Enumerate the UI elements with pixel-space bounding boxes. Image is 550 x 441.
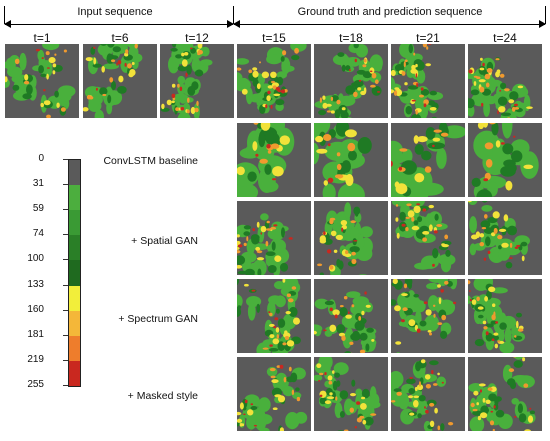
colorbar-tick-mark-31 [63, 184, 68, 186]
time-label-t1: t=1 [33, 31, 51, 45]
colorbar-tick-31: 31 [32, 178, 44, 190]
frame-spectrum-gan-t21 [391, 279, 465, 353]
frame-ground-truth-t18 [314, 44, 388, 118]
colorbar-segment-3 [69, 235, 80, 261]
colorbar-tick-mark-100 [63, 259, 68, 261]
header-divider-right [545, 6, 546, 24]
frame-spatial-gan-t15 [237, 201, 311, 275]
row-label-spectrum-gan: + Spectrum GAN [118, 313, 198, 325]
colorbar-segment-2 [69, 210, 80, 236]
colorbar-tick-59: 59 [32, 203, 44, 215]
time-label-t24: t=24 [493, 31, 517, 45]
frame-spatial-gan-t18 [314, 201, 388, 275]
colorbar-tick-mark-59 [63, 209, 68, 211]
colorbar-tick-255: 255 [27, 379, 44, 390]
frame-convlstm-t21 [391, 123, 465, 197]
frame-spatial-gan-t21 [391, 201, 465, 275]
colorbar-tick-mark-133 [63, 284, 68, 286]
time-label-t21: t=21 [416, 31, 440, 45]
colorbar [68, 159, 81, 387]
output-sequence-arrow [233, 20, 546, 28]
time-label-t15: t=15 [262, 31, 286, 45]
colorbar-segment-1 [69, 185, 80, 211]
colorbar-tick-133: 133 [27, 278, 44, 290]
colorbar-segment-6 [69, 310, 80, 337]
input-sequence-arrow [4, 20, 234, 28]
colorbar-segment-8 [69, 360, 80, 387]
row-label-convlstm: ConvLSTM baseline [103, 155, 198, 167]
frame-convlstm-t24 [468, 123, 542, 197]
colorbar-tick-mark-160 [63, 309, 68, 311]
frame-spectrum-gan-t18 [314, 279, 388, 353]
colorbar-tick-100: 100 [27, 253, 44, 265]
frame-masked-style-t15 [237, 357, 311, 431]
frame-masked-style-t24 [468, 357, 542, 431]
frame-spatial-gan-t24 [468, 201, 542, 275]
frame-spectrum-gan-t15 [237, 279, 311, 353]
colorbar-tick-219: 219 [27, 353, 44, 365]
colorbar-tick-181: 181 [27, 328, 44, 340]
frame-ground-truth-t1 [5, 44, 79, 118]
colorbar-tick-mark-74 [63, 234, 68, 236]
output-sequence-header: Ground truth and prediction sequence [297, 6, 483, 18]
colorbar-tick-mark-219 [63, 359, 68, 361]
colorbar-tick-mark-181 [63, 334, 68, 336]
frame-ground-truth-t12 [160, 44, 234, 118]
colorbar-tick-mark-0 [63, 159, 68, 160]
colorbar-tick-74: 74 [32, 228, 44, 240]
input-sequence-header: Input sequence [77, 6, 153, 18]
frame-masked-style-t18 [314, 357, 388, 431]
frame-convlstm-t15 [237, 123, 311, 197]
frame-spectrum-gan-t24 [468, 279, 542, 353]
header-divider-left [4, 6, 5, 24]
colorbar-segment-7 [69, 335, 80, 362]
time-label-t6: t=6 [111, 31, 129, 45]
time-label-t12: t=12 [185, 31, 209, 45]
colorbar-segment-5 [69, 285, 80, 312]
colorbar-segment-0 [69, 160, 80, 186]
frame-ground-truth-t15 [237, 44, 311, 118]
frame-ground-truth-t21 [391, 44, 465, 118]
colorbar-segment-4 [69, 260, 80, 287]
time-label-t18: t=18 [339, 31, 363, 45]
row-label-spatial-gan: + Spatial GAN [131, 235, 198, 247]
colorbar-tick-mark-255 [63, 385, 68, 386]
frame-convlstm-t18 [314, 123, 388, 197]
colorbar-tick-0: 0 [38, 153, 44, 164]
colorbar-tick-160: 160 [27, 303, 44, 315]
header-divider-mid [233, 6, 234, 24]
frame-masked-style-t21 [391, 357, 465, 431]
frame-ground-truth-t24 [468, 44, 542, 118]
frame-ground-truth-t6 [83, 44, 157, 118]
row-label-masked-style: + Masked style [127, 390, 198, 402]
